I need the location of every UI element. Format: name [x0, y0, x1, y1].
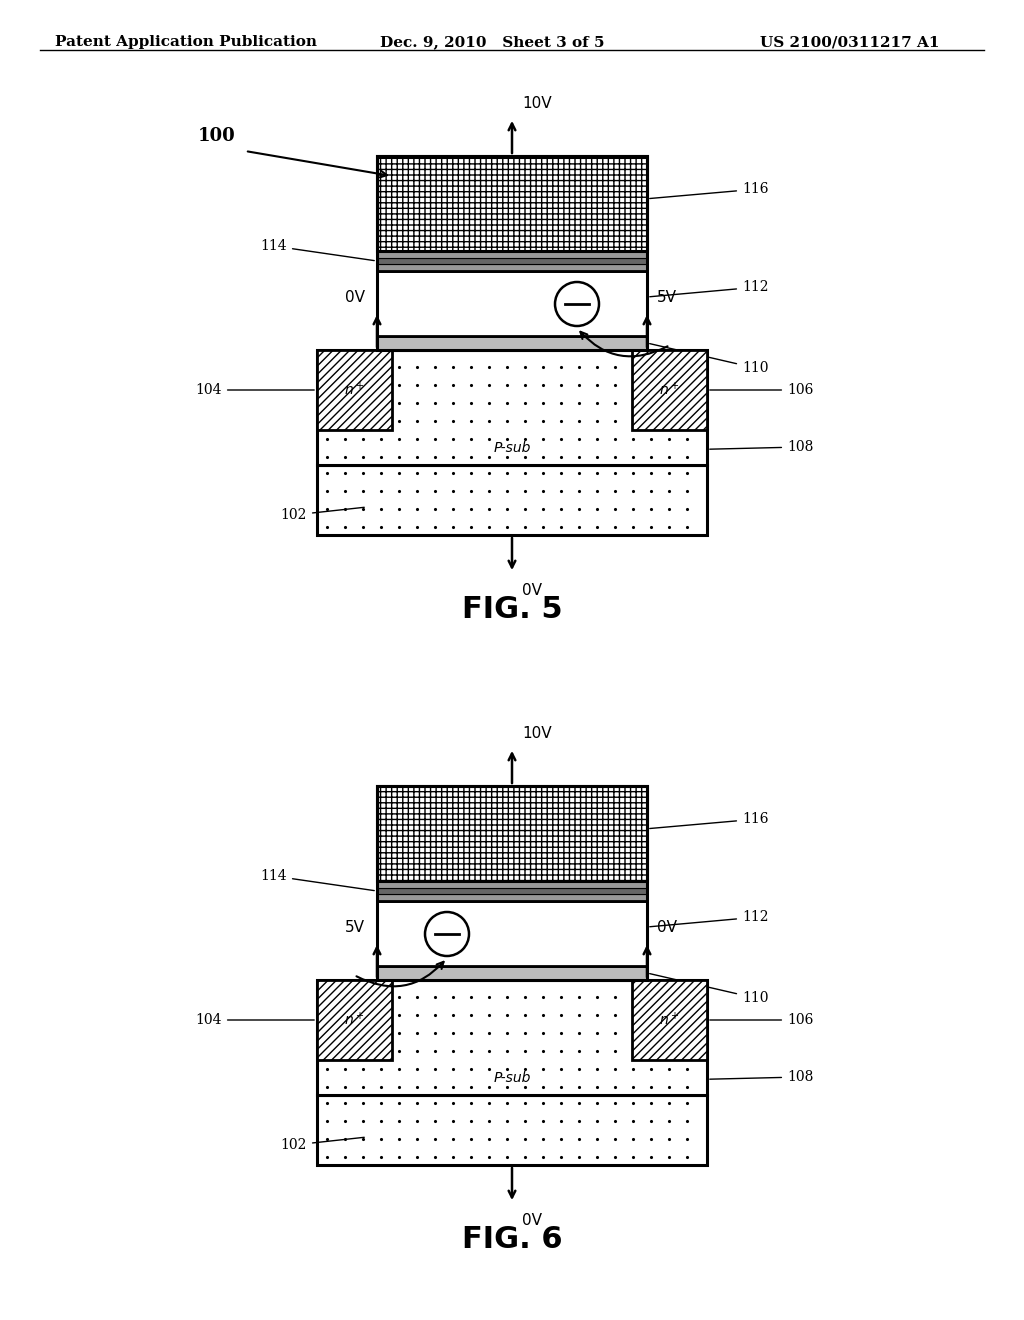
Text: Patent Application Publication: Patent Application Publication: [55, 36, 317, 49]
Text: 0V: 0V: [522, 1213, 542, 1228]
Text: 108: 108: [710, 440, 813, 454]
Bar: [377, 257, 647, 264]
Text: FIG. 5: FIG. 5: [462, 595, 562, 624]
Text: 102: 102: [281, 507, 365, 521]
Circle shape: [555, 282, 599, 326]
Text: 112: 112: [650, 911, 768, 927]
Text: Dec. 9, 2010   Sheet 3 of 5: Dec. 9, 2010 Sheet 3 of 5: [380, 36, 604, 49]
Text: 108: 108: [710, 1071, 813, 1084]
Bar: [377, 337, 647, 350]
Text: P-sub: P-sub: [494, 441, 530, 454]
Bar: [317, 350, 707, 465]
Text: 110: 110: [649, 974, 768, 1005]
Text: 5V: 5V: [657, 290, 677, 305]
Bar: [377, 251, 647, 271]
Bar: [317, 979, 392, 1060]
Text: 114: 114: [260, 239, 374, 260]
Text: P-sub: P-sub: [494, 1071, 530, 1085]
Text: 104: 104: [196, 1012, 314, 1027]
Bar: [377, 880, 647, 887]
Text: 10V: 10V: [522, 96, 552, 111]
Circle shape: [425, 912, 469, 956]
Bar: [377, 902, 647, 966]
Bar: [377, 966, 647, 979]
Text: 102: 102: [281, 1138, 365, 1152]
Text: 112: 112: [650, 280, 768, 297]
Bar: [377, 880, 647, 902]
Bar: [377, 264, 647, 271]
Bar: [377, 251, 647, 257]
Text: 100: 100: [198, 127, 236, 145]
Text: 110: 110: [649, 343, 768, 375]
Bar: [317, 979, 707, 1096]
Text: 116: 116: [650, 182, 768, 198]
Bar: [632, 350, 707, 430]
Bar: [317, 465, 707, 535]
Text: 106: 106: [710, 1012, 813, 1027]
Bar: [377, 887, 647, 895]
Text: FIG. 6: FIG. 6: [462, 1225, 562, 1254]
Text: 5V: 5V: [345, 920, 365, 935]
Text: 106: 106: [710, 383, 813, 397]
Text: 0V: 0V: [345, 290, 365, 305]
Text: $n^+$: $n^+$: [344, 381, 365, 399]
Text: 10V: 10V: [522, 726, 552, 741]
Bar: [377, 895, 647, 902]
Text: 0V: 0V: [657, 920, 677, 935]
Bar: [317, 1096, 707, 1166]
Bar: [377, 156, 647, 350]
Bar: [317, 350, 392, 430]
Text: 0V: 0V: [522, 583, 542, 598]
Bar: [632, 979, 707, 1060]
Bar: [377, 785, 647, 880]
Text: 104: 104: [196, 383, 314, 397]
Bar: [377, 271, 647, 337]
Text: US 2100/0311217 A1: US 2100/0311217 A1: [760, 36, 939, 49]
Text: $n^+$: $n^+$: [344, 1011, 365, 1028]
Bar: [377, 156, 647, 251]
Text: $n^+$: $n^+$: [659, 381, 680, 399]
Text: 114: 114: [260, 869, 374, 891]
Text: $n^+$: $n^+$: [659, 1011, 680, 1028]
Text: 116: 116: [650, 812, 768, 829]
Bar: [377, 785, 647, 979]
